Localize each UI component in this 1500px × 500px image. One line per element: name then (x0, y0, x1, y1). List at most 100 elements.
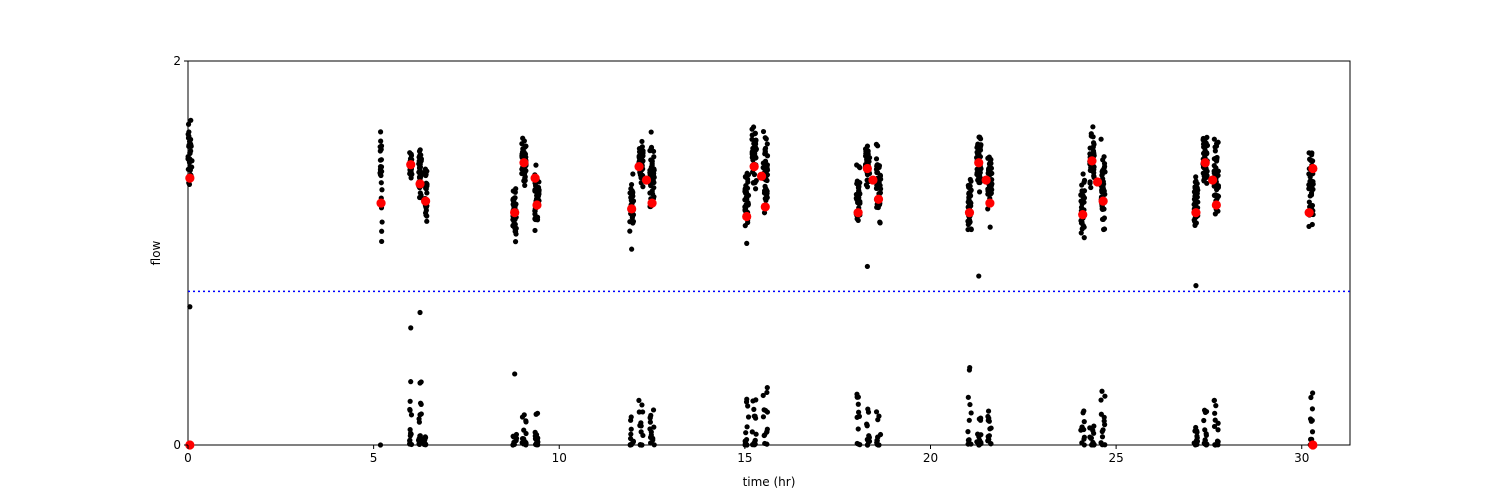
data-point (648, 429, 654, 435)
data-point (1090, 124, 1096, 130)
data-point (417, 168, 424, 175)
data-point (1091, 423, 1097, 429)
data-point (764, 195, 770, 201)
mean-point (1191, 208, 1201, 218)
data-point (988, 441, 994, 447)
data-point (378, 138, 384, 144)
data-point (876, 181, 882, 188)
data-point (742, 223, 748, 229)
data-point (1309, 406, 1316, 412)
x-tick-label: 5 (370, 451, 378, 465)
data-point (750, 124, 757, 130)
data-point (1309, 429, 1316, 435)
data-point (856, 164, 862, 170)
data-point (408, 412, 415, 418)
data-point (628, 186, 634, 192)
data-point (188, 117, 194, 123)
plot-area (187, 60, 1351, 446)
data-point (1201, 417, 1207, 424)
data-point (629, 246, 635, 252)
data-point (763, 136, 769, 142)
data-point (513, 431, 520, 438)
data-point (1081, 179, 1087, 185)
data-point (1308, 178, 1315, 185)
data-point (1101, 154, 1107, 160)
data-point (742, 207, 748, 213)
data-point (379, 219, 385, 225)
data-point (523, 143, 529, 149)
data-point (977, 179, 983, 186)
data-point (744, 442, 750, 448)
data-point (855, 401, 861, 407)
data-point (975, 151, 981, 157)
data-point (535, 435, 541, 441)
mean-point (873, 194, 884, 204)
data-point (512, 221, 518, 227)
data-point (752, 186, 759, 192)
data-point (638, 420, 644, 426)
data-point (752, 437, 758, 443)
data-point (753, 397, 759, 403)
data-point (377, 148, 383, 154)
mean-point (627, 204, 637, 214)
data-point (510, 188, 516, 194)
data-point (1087, 179, 1093, 185)
data-point (866, 434, 872, 441)
data-point (965, 226, 971, 233)
data-point (408, 325, 414, 331)
data-point (874, 164, 880, 170)
data-point (967, 193, 974, 199)
data-point (424, 190, 430, 196)
mean-point (1211, 200, 1221, 210)
data-point (1306, 199, 1312, 205)
mean-point (376, 198, 386, 208)
data-point (1213, 165, 1219, 171)
data-point (1212, 148, 1218, 154)
data-point (416, 416, 422, 422)
data-point (627, 228, 633, 234)
data-point (1079, 424, 1085, 430)
data-point (1212, 410, 1218, 416)
data-point (745, 403, 751, 409)
data-point (1080, 193, 1086, 199)
data-point (1203, 442, 1209, 448)
data-point (521, 412, 527, 418)
data-point (968, 187, 974, 194)
data-point (864, 421, 870, 427)
data-point (1309, 221, 1315, 228)
mean-point (1098, 196, 1108, 206)
mean-point (532, 200, 542, 210)
data-point (855, 441, 861, 447)
mean-point (853, 208, 863, 218)
data-point (865, 153, 871, 160)
data-point (1081, 419, 1087, 425)
data-point (1200, 135, 1206, 142)
data-point (1194, 429, 1200, 435)
data-point (638, 429, 644, 435)
data-point (864, 143, 871, 149)
data-point (1099, 434, 1106, 440)
data-point (762, 146, 768, 153)
data-point (407, 430, 414, 436)
data-point (651, 424, 657, 430)
data-point (651, 174, 657, 180)
data-point (187, 156, 193, 162)
data-point (976, 437, 983, 443)
data-point (1213, 158, 1220, 164)
data-point (511, 195, 518, 201)
x-tick-label: 30 (1294, 451, 1309, 465)
data-point (1211, 170, 1217, 176)
mean-point (981, 175, 991, 185)
data-point (764, 141, 770, 147)
mean-point (868, 175, 878, 185)
data-point (532, 182, 539, 189)
data-point (519, 141, 525, 147)
mean-point (519, 158, 529, 168)
data-point (408, 151, 414, 157)
mean-point (1308, 440, 1318, 450)
data-point (742, 197, 748, 203)
data-point (1099, 428, 1105, 435)
data-point (1194, 435, 1200, 441)
mean-point (749, 162, 759, 172)
data-point (513, 435, 520, 441)
